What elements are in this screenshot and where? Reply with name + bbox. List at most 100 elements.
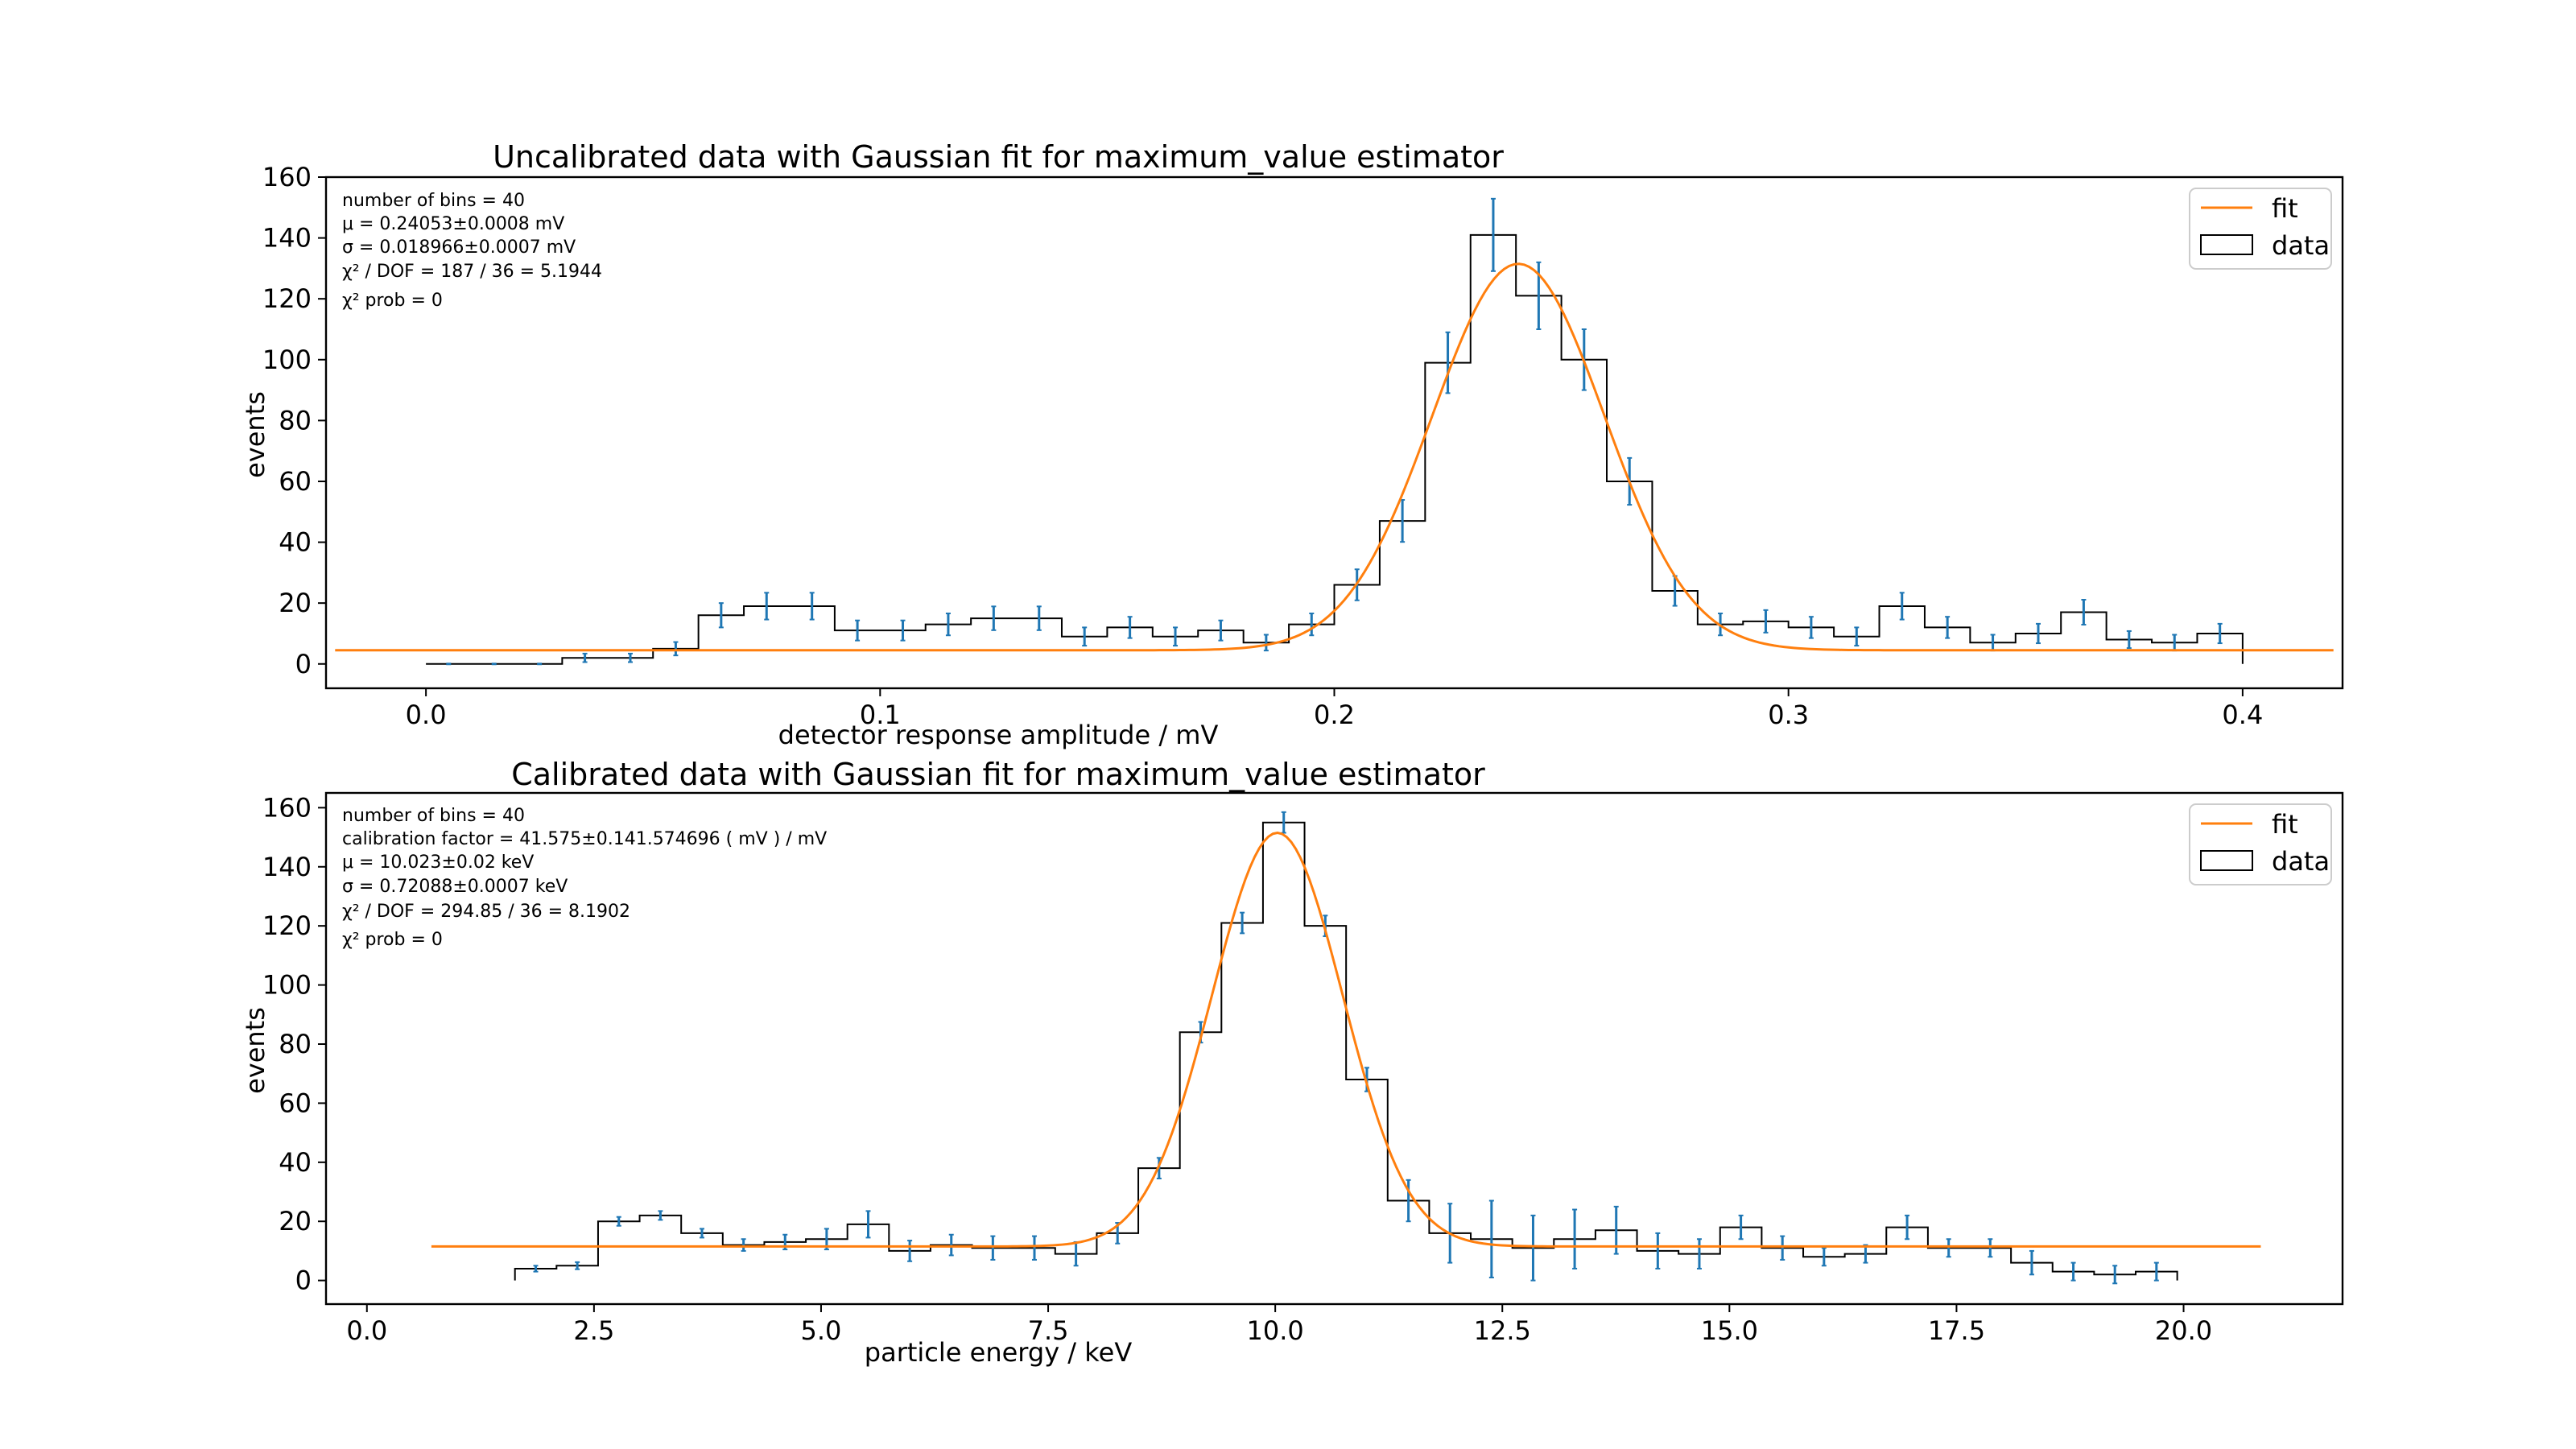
axes-ticks: 0.0 0.1 0.2 0.3 0.4 0 20 40 60 80 100 120 140 160 <box>262 162 2263 730</box>
data-histogram <box>514 821 2178 1281</box>
error-bar <box>533 1265 539 1273</box>
error-bar <box>658 1210 663 1221</box>
y-tick-label: 80 <box>279 1029 312 1059</box>
error-bar <box>1905 1214 1910 1241</box>
info-bins: number of bins = 40 <box>342 806 525 826</box>
y-tick-label: 20 <box>279 1206 312 1236</box>
error-bar <box>1763 609 1769 634</box>
y-axis-label: events <box>240 391 270 478</box>
x-tick-label: 0.3 <box>1768 700 1809 730</box>
y-tick-label: 140 <box>262 852 312 882</box>
y-tick-label: 160 <box>262 792 312 823</box>
y-tick-label: 80 <box>279 405 312 436</box>
error-bars <box>446 197 2223 666</box>
error-bar <box>628 652 634 663</box>
x-tick-label: 0.0 <box>406 700 447 730</box>
error-bar <box>1863 1244 1868 1264</box>
error-bar <box>582 652 588 663</box>
error-bar <box>855 619 861 642</box>
info-mu: μ = 10.023±0.02 keV <box>342 852 534 873</box>
x-tick-label: 2.5 <box>573 1315 614 1346</box>
error-bar <box>1173 626 1179 647</box>
info-mu: μ = 0.24053±0.0008 mV <box>342 214 564 234</box>
x-tick-label: 5.0 <box>801 1315 842 1346</box>
info-chi2-prob: χ² prob = 0 <box>342 291 443 311</box>
y-tick-label: 120 <box>262 283 312 314</box>
histogram-steps <box>514 821 2178 1281</box>
info-sigma: σ = 0.72088±0.0007 keV <box>342 877 568 897</box>
error-bar <box>2081 599 2087 626</box>
error-bar <box>865 1210 871 1239</box>
legend-fit-label: fit <box>2272 193 2298 224</box>
info-chi2-prob: χ² prob = 0 <box>342 930 443 950</box>
fit-info-box: number of bins = 40 calibration factor =… <box>342 806 827 950</box>
y-tick-label: 40 <box>279 1147 312 1178</box>
y-tick-label: 0 <box>295 1265 312 1296</box>
y-tick-label: 20 <box>279 588 312 618</box>
legend: fit data <box>2189 803 2332 886</box>
error-bar <box>616 1216 621 1227</box>
legend-data-swatch <box>2200 850 2253 871</box>
legend-data-label: data <box>2272 230 2330 261</box>
error-bar <box>700 1228 705 1239</box>
chart-title: Uncalibrated data with Gaussian fit for … <box>493 139 1504 175</box>
info-sigma: σ = 0.018966±0.0007 mV <box>342 237 576 258</box>
error-bar <box>991 605 997 631</box>
x-tick-label: 20.0 <box>2155 1315 2212 1346</box>
error-bar <box>945 613 951 637</box>
error-bar <box>1696 1238 1702 1269</box>
x-tick-label: 7.5 <box>1028 1315 1069 1346</box>
info-chi2-dof: χ² / DOF = 187 / 36 = 5.1944 <box>342 262 602 282</box>
error-bar <box>2126 630 2132 650</box>
x-tick-label: 0.0 <box>346 1315 387 1346</box>
x-tick-label: 15.0 <box>1701 1315 1758 1346</box>
legend: fit data <box>2189 188 2332 270</box>
calibrated-histogram-panel: Calibrated data with Gaussian fit for ma… <box>240 757 2344 1368</box>
fit-info-box: number of bins = 40 μ = 0.24053±0.0008 m… <box>342 191 602 311</box>
error-bar <box>1490 197 1496 272</box>
error-bar <box>1263 634 1269 652</box>
error-bar <box>2035 622 2041 645</box>
legend-data-swatch <box>2200 234 2253 255</box>
histogram-steps <box>426 233 2244 665</box>
error-bar <box>2029 1249 2034 1276</box>
x-axis-label: detector response amplitude / mV <box>778 720 1219 750</box>
info-bins: number of bins = 40 <box>342 191 525 211</box>
uncalibrated-histogram-panel: Uncalibrated data with Gaussian fit for … <box>240 139 2344 750</box>
chart-title: Calibrated data with Gaussian fit for ma… <box>511 757 1485 792</box>
error-bar <box>990 1235 996 1261</box>
x-tick-label: 0.2 <box>1314 700 1355 730</box>
axes-ticks: 0.0 2.5 5.0 7.5 10.0 12.5 15.0 17.5 20.0 0 20 40 60 8… <box>262 792 2212 1346</box>
error-bar <box>1031 1235 1037 1261</box>
x-tick-label: 0.1 <box>860 700 901 730</box>
error-bar <box>900 619 906 642</box>
error-bar <box>948 1233 954 1257</box>
y-tick-label: 100 <box>262 345 312 375</box>
error-bar <box>1899 592 1905 621</box>
y-tick-label: 40 <box>279 527 312 558</box>
y-tick-label: 160 <box>262 162 312 192</box>
info-chi2-dof: χ² / DOF = 294.85 / 36 = 8.1902 <box>342 902 630 922</box>
error-bar <box>741 1238 746 1252</box>
x-tick-label: 17.5 <box>1928 1315 1985 1346</box>
y-tick-label: 140 <box>262 223 312 254</box>
x-tick-label: 0.4 <box>2222 700 2263 730</box>
error-bar <box>1240 911 1245 935</box>
gaussian-fit-curve <box>431 832 2261 1248</box>
x-tick-label: 10.0 <box>1247 1315 1304 1346</box>
data-histogram <box>426 233 2244 665</box>
x-axis-label: particle energy / keV <box>865 1337 1133 1368</box>
error-bar <box>907 1240 913 1262</box>
error-bar <box>1945 616 1951 639</box>
error-bar <box>2217 622 2223 645</box>
gaussian-fit-curve <box>335 262 2334 652</box>
error-bar <box>1808 616 1814 639</box>
y-tick-label: 60 <box>279 466 312 497</box>
error-bar <box>1036 605 1042 631</box>
error-bar <box>809 592 815 621</box>
error-bar <box>1655 1232 1661 1269</box>
x-tick-label: 12.5 <box>1474 1315 1531 1346</box>
y-tick-label: 0 <box>295 649 312 679</box>
error-bar <box>1738 1214 1744 1241</box>
